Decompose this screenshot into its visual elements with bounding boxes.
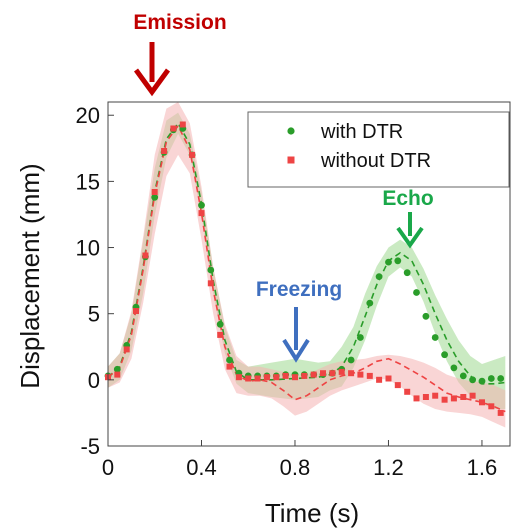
marker-without-dtr: [114, 371, 121, 378]
marker-with-dtr: [403, 269, 411, 277]
marker-without-dtr: [123, 346, 130, 353]
marker-with-dtr: [375, 273, 383, 280]
marker-without-dtr: [170, 125, 177, 132]
legend-marker-with-dtr: [287, 127, 295, 135]
marker-without-dtr: [142, 252, 149, 259]
x-axis-title: Time (s): [265, 498, 359, 528]
marker-with-dtr: [113, 365, 121, 373]
marker-with-dtr: [394, 257, 402, 265]
marker-without-dtr: [460, 394, 467, 400]
marker-with-dtr: [478, 377, 486, 385]
marker-without-dtr: [263, 374, 270, 381]
marker-without-dtr: [422, 394, 429, 400]
band-with-dtr: [108, 112, 506, 409]
marker-without-dtr: [338, 368, 345, 375]
marker-without-dtr: [479, 399, 485, 406]
marker-with-dtr: [487, 375, 495, 382]
marker-with-dtr: [469, 376, 476, 384]
data-markers: [104, 121, 505, 416]
y-axis-title: Displacement (mm): [15, 163, 45, 388]
marker-with-dtr: [347, 356, 355, 364]
x-tick-label: 1.2: [373, 455, 404, 480]
marker-without-dtr: [488, 403, 495, 410]
legend-label-without-dtr: without DTR: [320, 150, 431, 172]
marker-without-dtr: [235, 374, 242, 381]
marker-with-dtr: [226, 356, 233, 364]
marker-with-dtr: [450, 364, 458, 372]
marker-without-dtr: [376, 376, 383, 383]
marker-without-dtr: [310, 371, 317, 378]
x-tick-label: 1.6: [467, 455, 498, 480]
marker-without-dtr: [450, 395, 457, 402]
x-tick-label: 0.8: [280, 455, 311, 480]
emission-arrow: [133, 42, 171, 97]
legend-marker-without-dtr: [287, 156, 295, 164]
marker-without-dtr: [441, 396, 448, 403]
annotation-emission: Emission: [133, 11, 226, 34]
freezing-arrow: [282, 307, 310, 363]
marker-without-dtr: [198, 210, 205, 217]
annotation-echo: Echo: [382, 187, 433, 210]
marker-with-dtr: [431, 334, 439, 341]
marker-without-dtr: [151, 189, 158, 195]
marker-with-dtr: [216, 320, 224, 328]
echo-arrow: [396, 212, 424, 249]
marker-without-dtr: [413, 395, 420, 402]
marker-without-dtr: [385, 375, 392, 382]
marker-without-dtr: [320, 370, 326, 377]
dashed-line-without-dtr: [107, 124, 506, 413]
marker-without-dtr: [366, 372, 373, 379]
y-tick-label: 15: [76, 169, 100, 194]
marker-with-dtr: [385, 258, 392, 266]
marker-without-dtr: [226, 363, 233, 370]
marker-without-dtr: [432, 392, 439, 399]
legend-box: [247, 111, 510, 188]
marker-with-dtr: [497, 375, 505, 382]
annotation-freezing: Freezing: [256, 278, 342, 301]
marker-without-dtr: [245, 375, 252, 382]
marker-with-dtr: [459, 372, 467, 380]
legend: with DTR without DTR: [247, 111, 510, 188]
marker-without-dtr: [179, 121, 186, 128]
y-tick-label: 5: [88, 302, 100, 327]
marker-without-dtr: [254, 375, 261, 382]
marker-without-dtr: [217, 331, 224, 338]
y-tick-label: 20: [76, 103, 100, 128]
annotation-arrows: [133, 42, 424, 363]
marker-without-dtr: [348, 370, 355, 377]
marker-without-dtr: [301, 372, 308, 379]
x-tick-label: 0.4: [186, 455, 217, 480]
marker-with-dtr: [198, 201, 205, 209]
legend-label-with-dtr: with DTR: [320, 121, 403, 143]
marker-without-dtr: [189, 151, 196, 158]
plot-frame: [107, 101, 511, 447]
marker-with-dtr: [413, 289, 420, 296]
marker-without-dtr: [404, 388, 411, 395]
marker-without-dtr: [469, 392, 476, 399]
marker-with-dtr: [366, 299, 374, 307]
marker-without-dtr: [497, 409, 504, 416]
marker-without-dtr: [394, 382, 401, 389]
marker-without-dtr: [133, 308, 139, 314]
y-tick-label: 0: [88, 368, 100, 393]
marker-with-dtr: [441, 351, 448, 359]
marker-with-dtr: [422, 312, 430, 320]
x-tick-label: 0: [102, 455, 114, 480]
marker-with-dtr: [151, 193, 159, 201]
marker-without-dtr: [329, 370, 336, 377]
marker-without-dtr: [207, 280, 214, 287]
marker-with-dtr: [357, 334, 364, 341]
marker-without-dtr: [282, 372, 289, 379]
y-tick-label: -5: [80, 434, 100, 459]
marker-without-dtr: [161, 148, 168, 154]
marker-without-dtr: [357, 371, 364, 378]
marker-without-dtr: [273, 374, 280, 381]
y-tick-label: 10: [76, 236, 100, 261]
marker-with-dtr: [207, 266, 215, 274]
marker-without-dtr: [292, 374, 298, 381]
